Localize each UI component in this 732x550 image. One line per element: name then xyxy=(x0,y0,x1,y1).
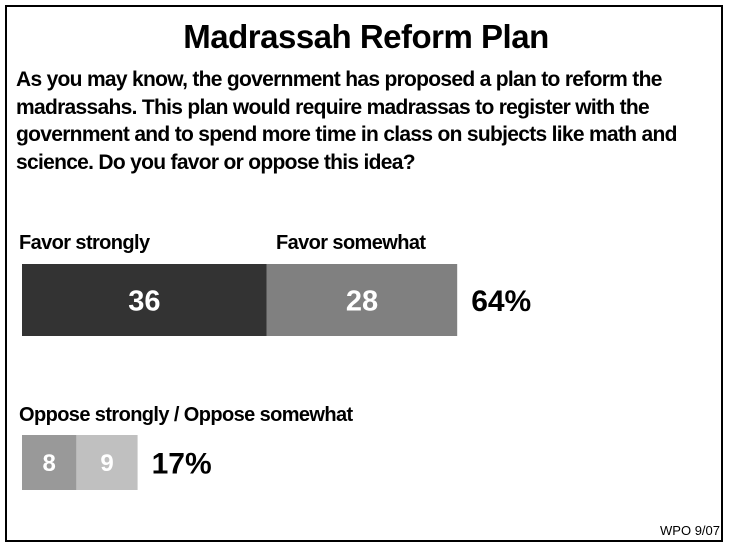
bar-favor-somewhat xyxy=(266,264,458,336)
total-label-favor: 64% xyxy=(471,285,531,318)
source-footer: WPO 9/07 xyxy=(660,523,720,538)
chart-title: Madrassah Reform Plan xyxy=(183,18,549,55)
value-label-favor-strongly: 36 xyxy=(128,285,160,317)
survey-question: As you may know, the government has prop… xyxy=(16,68,677,174)
bar-oppose-somewhat xyxy=(76,435,138,490)
value-label-oppose-strongly: 8 xyxy=(43,450,56,477)
total-label-oppose: 17% xyxy=(152,448,212,481)
label-favor-somewhat: Favor somewhat xyxy=(276,232,426,254)
label-favor-strongly: Favor strongly xyxy=(19,232,150,254)
bar-favor-strongly xyxy=(22,264,267,336)
bar-oppose-strongly xyxy=(22,435,77,490)
value-label-oppose-somewhat: 9 xyxy=(100,450,113,477)
label-oppose: Oppose strongly / Oppose somewhat xyxy=(19,404,353,426)
value-label-favor-somewhat: 28 xyxy=(346,285,378,317)
